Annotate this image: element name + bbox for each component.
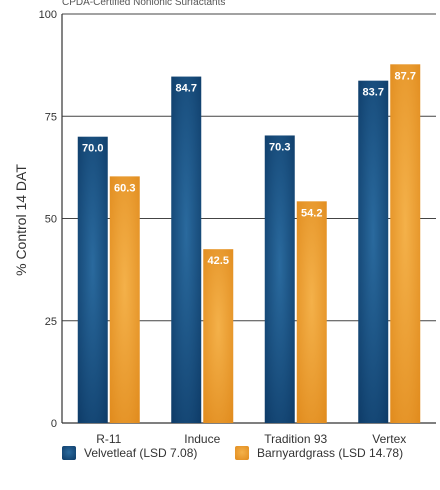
legend-swatch-barnyardgrass bbox=[235, 446, 249, 460]
x-tick-label: Vertex bbox=[372, 432, 406, 446]
bar-velvetleaf-3 bbox=[358, 80, 389, 424]
bar-velvetleaf-2 bbox=[264, 135, 295, 423]
x-tick-label: Tradition 93 bbox=[264, 432, 327, 446]
bar-velvetleaf-0 bbox=[77, 136, 108, 423]
bar-value-label: 83.7 bbox=[363, 87, 384, 99]
value-labels: 70.0 60.3 84.7 42.5 70.3 54.2 83.7 87.7 bbox=[82, 70, 416, 267]
y-tick-label: 75 bbox=[45, 111, 57, 123]
legend-label-barnyardgrass: Barnyardgrass (LSD 14.78) bbox=[257, 446, 403, 460]
bar-barnyardgrass-0 bbox=[109, 176, 140, 423]
y-axis-label: % Control 14 DAT bbox=[13, 164, 29, 276]
y-tick-label: 0 bbox=[51, 418, 57, 430]
legend-swatch-velvetleaf bbox=[62, 446, 76, 460]
bar-value-label: 70.3 bbox=[269, 141, 290, 153]
legend: Velvetleaf (LSD 7.08) Barnyardgrass (LSD… bbox=[62, 446, 403, 460]
x-tick-label: R-11 bbox=[96, 432, 121, 446]
bar-value-label: 54.2 bbox=[301, 207, 322, 219]
y-tick-label: 25 bbox=[45, 316, 57, 328]
bar-value-label: 84.7 bbox=[176, 83, 197, 95]
y-tick-label: 50 bbox=[45, 214, 57, 226]
bar-value-label: 70.0 bbox=[82, 143, 103, 155]
chart-title: CPDA-Certified Nonionic Surfactants bbox=[62, 0, 225, 8]
bar-value-label: 87.7 bbox=[395, 70, 416, 82]
bar-barnyardgrass-1 bbox=[203, 249, 234, 423]
bar-value-label: 60.3 bbox=[114, 182, 135, 194]
bars bbox=[77, 64, 421, 424]
bar-barnyardgrass-3 bbox=[390, 64, 421, 423]
y-tick-label: 100 bbox=[39, 9, 57, 21]
category-labels: R-11 Induce Tradition 93 Vertex bbox=[96, 432, 406, 446]
x-tick-label: Induce bbox=[184, 432, 220, 446]
bar-barnyardgrass-2 bbox=[296, 201, 327, 423]
legend-label-velvetleaf: Velvetleaf (LSD 7.08) bbox=[84, 446, 197, 460]
bar-velvetleaf-1 bbox=[171, 76, 202, 424]
bar-value-label: 42.5 bbox=[208, 255, 229, 267]
y-tick-labels: 0 25 50 75 100 bbox=[39, 9, 57, 430]
